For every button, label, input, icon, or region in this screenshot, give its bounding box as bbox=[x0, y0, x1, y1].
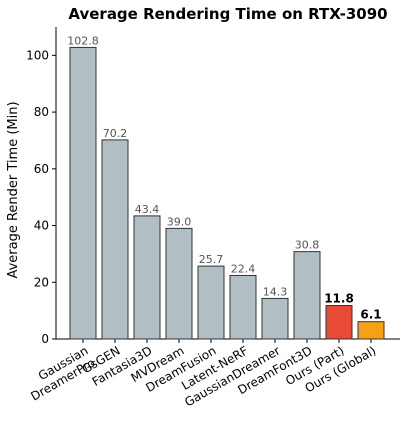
data-label: 11.8 bbox=[324, 292, 354, 306]
x-tick-labels: GaussianDreamerProGsGENFantasia3DMVDream… bbox=[28, 343, 378, 409]
bars bbox=[69, 46, 385, 340]
data-label: 30.8 bbox=[295, 239, 320, 252]
bar bbox=[325, 305, 353, 340]
bar bbox=[293, 251, 321, 340]
bar bbox=[357, 321, 385, 340]
data-label: 70.2 bbox=[103, 127, 128, 140]
y-tick-label: 80 bbox=[34, 105, 49, 119]
data-label: 39.0 bbox=[167, 215, 192, 228]
y-tick-label: 60 bbox=[34, 162, 49, 176]
bar bbox=[133, 215, 161, 340]
bar bbox=[229, 274, 257, 340]
y-tick-label: 0 bbox=[41, 332, 49, 346]
bar bbox=[165, 227, 193, 340]
y-axis-label: Average Render Time (Min) bbox=[6, 101, 21, 278]
data-label: 6.1 bbox=[360, 308, 381, 322]
data-label: 14.3 bbox=[263, 285, 288, 298]
data-label: 43.4 bbox=[135, 203, 160, 216]
data-label: 25.7 bbox=[199, 253, 224, 266]
y-tick-label: 40 bbox=[34, 219, 49, 233]
bar bbox=[261, 297, 289, 340]
chart-title: Average Rendering Time on RTX-3090 bbox=[68, 5, 387, 23]
bar bbox=[69, 46, 97, 340]
y-tick-label: 100 bbox=[26, 48, 49, 62]
bar bbox=[101, 139, 129, 340]
y-tick-label: 20 bbox=[34, 275, 49, 289]
value-labels: 102.8 70.2 43.4 39.0 25.7 22.4 14.3 30.8 11.8 6.1 bbox=[67, 34, 381, 321]
data-label: 22.4 bbox=[231, 262, 256, 275]
data-label: 102.8 bbox=[67, 34, 99, 47]
bar bbox=[197, 265, 225, 340]
